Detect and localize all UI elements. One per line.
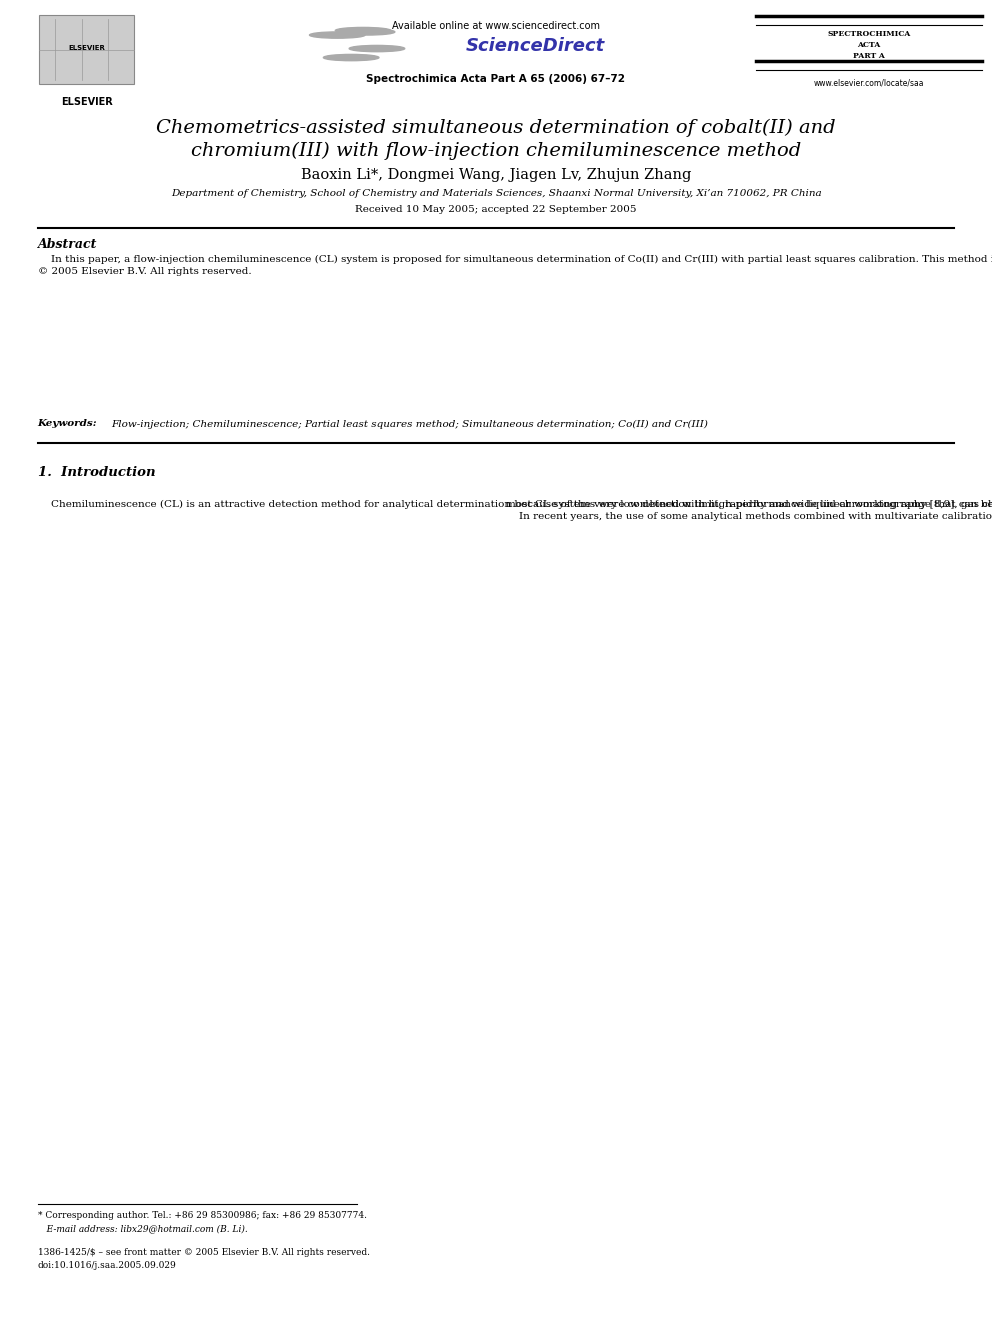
- Text: In this paper, a flow-injection chemiluminescence (CL) system is proposed for si: In this paper, a flow-injection chemilum…: [38, 255, 992, 277]
- Text: ELSEVIER: ELSEVIER: [68, 45, 105, 52]
- Text: Baoxin Li*, Dongmei Wang, Jiagen Lv, Zhujun Zhang: Baoxin Li*, Dongmei Wang, Jiagen Lv, Zhu…: [301, 168, 691, 183]
- Text: Spectrochimica Acta Part A 65 (2006) 67–72: Spectrochimica Acta Part A 65 (2006) 67–…: [366, 74, 626, 85]
- Text: doi:10.1016/j.saa.2005.09.029: doi:10.1016/j.saa.2005.09.029: [38, 1261, 177, 1270]
- Text: E-mail address: libx29@hotmail.com (B. Li).: E-mail address: libx29@hotmail.com (B. L…: [38, 1224, 247, 1233]
- Text: Available online at www.sciencedirect.com: Available online at www.sciencedirect.co…: [392, 21, 600, 32]
- Text: Received 10 May 2005; accepted 22 September 2005: Received 10 May 2005; accepted 22 Septem…: [355, 205, 637, 214]
- Circle shape: [339, 29, 395, 36]
- Text: 1.  Introduction: 1. Introduction: [38, 466, 156, 479]
- Text: ELSEVIER: ELSEVIER: [62, 97, 113, 107]
- Text: Department of Chemistry, School of Chemistry and Materials Sciences, Shaanxi Nor: Department of Chemistry, School of Chemi…: [171, 189, 821, 198]
- Circle shape: [349, 45, 405, 52]
- Text: ACTA: ACTA: [857, 41, 881, 49]
- Text: 1386-1425/$ – see front matter © 2005 Elsevier B.V. All rights reserved.: 1386-1425/$ – see front matter © 2005 El…: [38, 1248, 370, 1257]
- Text: * Corresponding author. Tel.: +86 29 85300986; fax: +86 29 85307774.: * Corresponding author. Tel.: +86 29 853…: [38, 1211, 367, 1220]
- Text: Chemometrics-assisted simultaneous determination of cobalt(II) and: Chemometrics-assisted simultaneous deter…: [156, 119, 836, 138]
- Circle shape: [310, 32, 365, 38]
- Text: www.elsevier.com/locate/saa: www.elsevier.com/locate/saa: [813, 78, 925, 87]
- Text: most CL systems were combined with high-performance liquid chromatography [8,9],: most CL systems were combined with high-…: [506, 500, 992, 521]
- Text: PART A: PART A: [853, 52, 885, 60]
- Text: ScienceDirect: ScienceDirect: [466, 37, 605, 56]
- Circle shape: [335, 28, 391, 33]
- Text: Flow-injection; Chemiluminescence; Partial least squares method; Simultaneous de: Flow-injection; Chemiluminescence; Parti…: [111, 419, 708, 429]
- Text: Chemiluminescence (CL) is an attractive detection method for analytical determin: Chemiluminescence (CL) is an attractive …: [38, 500, 992, 509]
- Text: Keywords:: Keywords:: [38, 419, 104, 429]
- Circle shape: [323, 54, 379, 61]
- Text: SPECTROCHIMICA: SPECTROCHIMICA: [827, 30, 911, 38]
- Text: chromium(III) with flow-injection chemiluminescence method: chromium(III) with flow-injection chemil…: [190, 142, 802, 160]
- Text: Abstract: Abstract: [38, 238, 97, 251]
